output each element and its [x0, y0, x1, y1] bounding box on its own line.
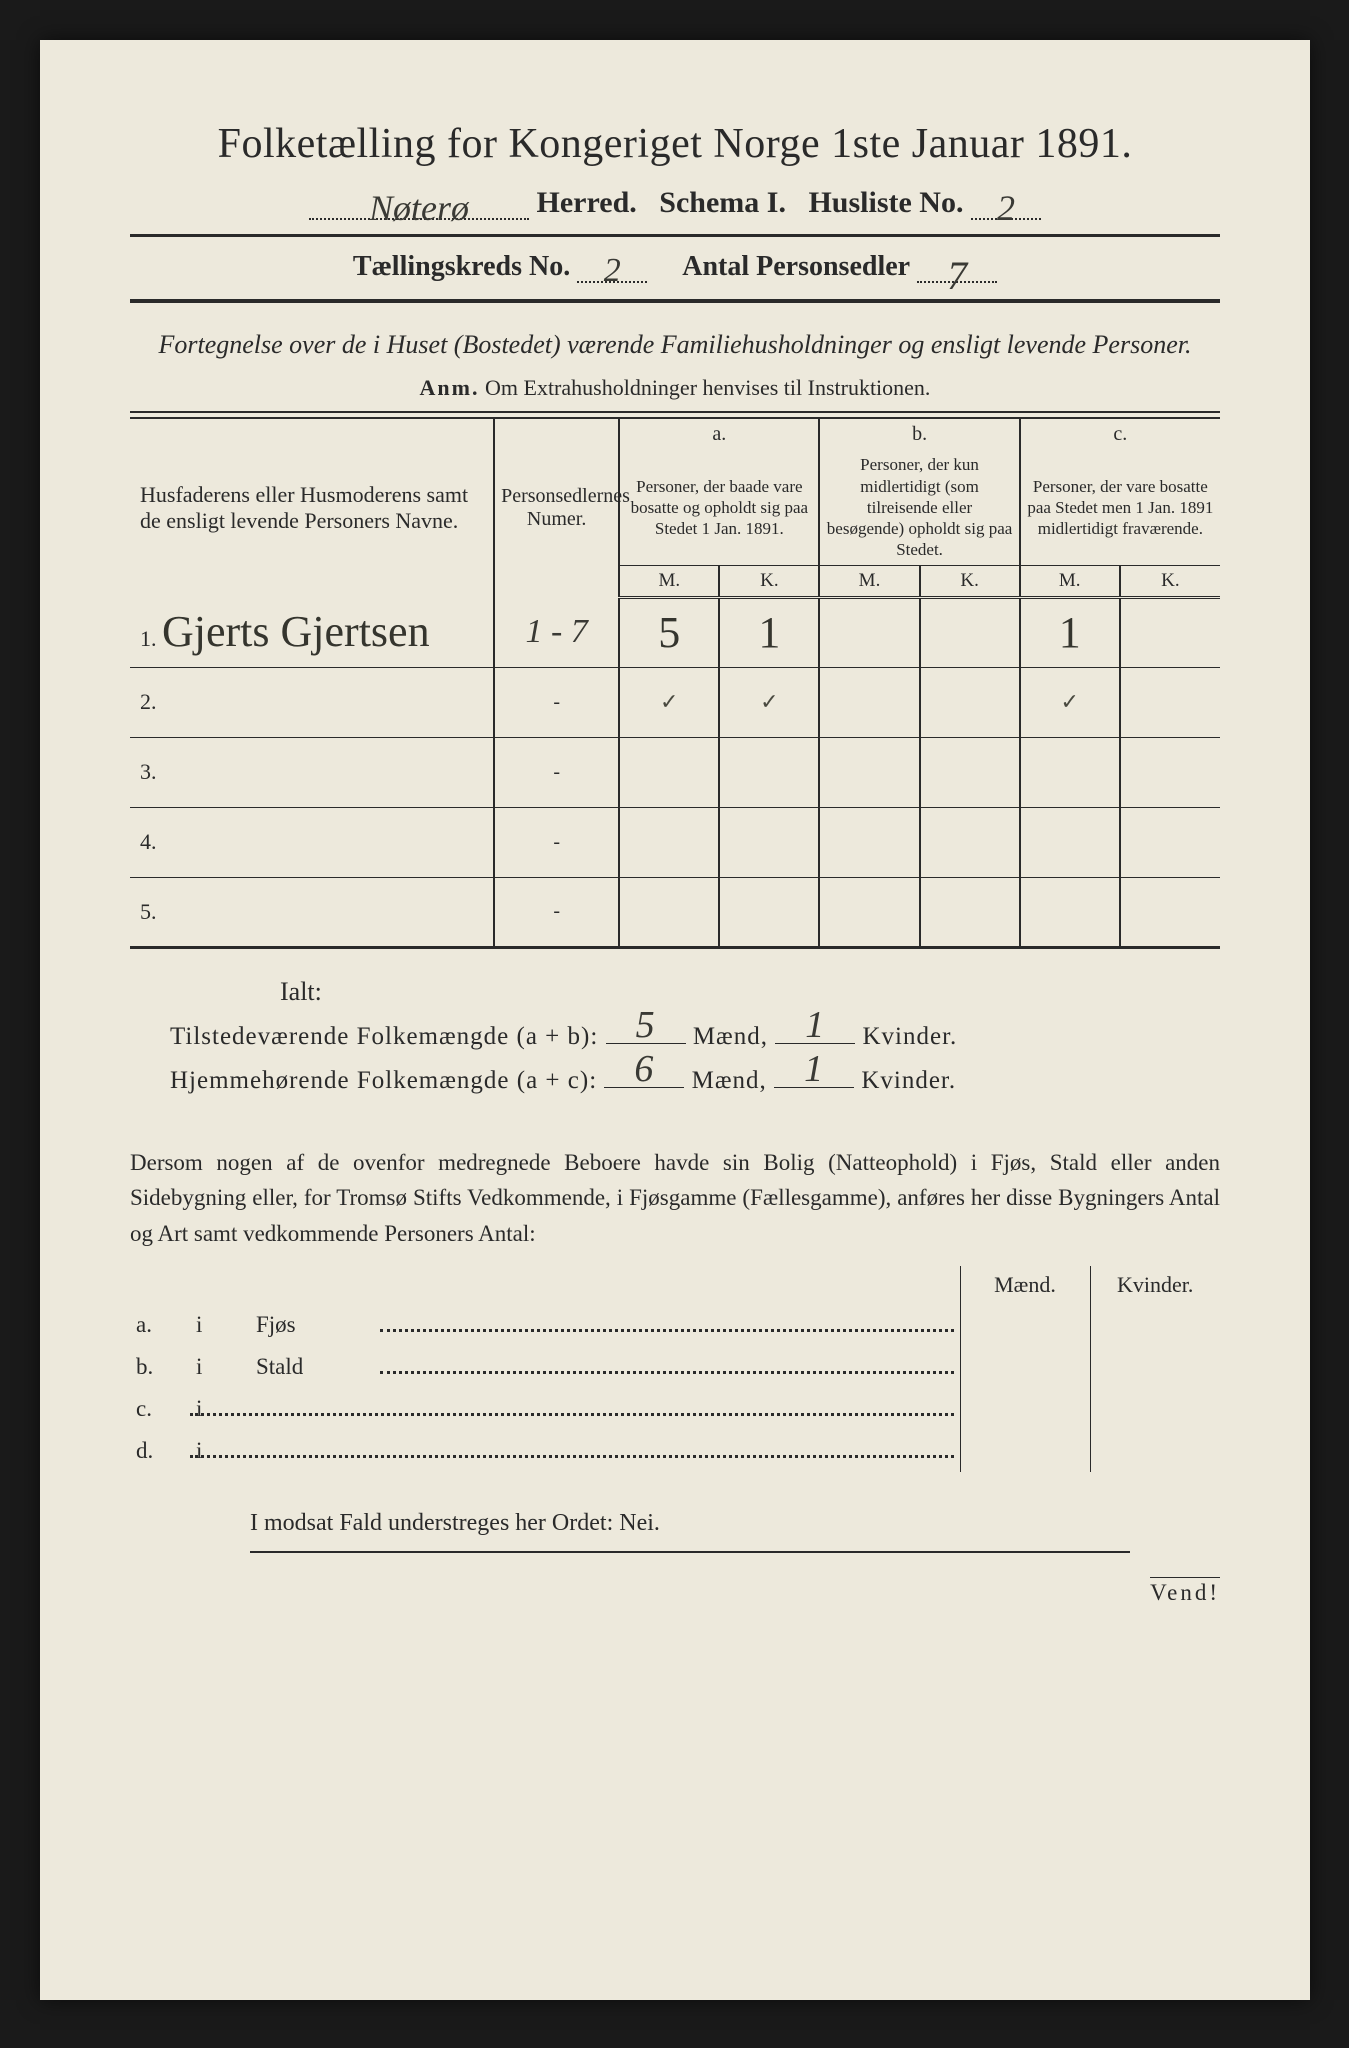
row-num: 3. — [140, 759, 157, 784]
header-line-2: Nøterø Herred. Schema I. Husliste No. 2 — [130, 186, 1220, 237]
hdr-b: Personer, der kun midlertidigt (som tilr… — [819, 450, 1019, 565]
husliste-value: 2 — [997, 187, 1015, 229]
hdr-name: Husfaderens eller Husmoderens samt de en… — [130, 418, 494, 597]
schema-label: Schema I. — [659, 186, 786, 219]
hdr-b-k: K. — [920, 565, 1020, 597]
sum1-k: 1 — [775, 1003, 855, 1047]
hdr-a-m: M. — [619, 565, 719, 597]
kreds-label: Tællingskreds No. — [353, 251, 570, 282]
sum1-label: Tilstedeværende Folkemængde (a + b): — [170, 1023, 598, 1050]
subtitle: Fortegnelse over de i Huset (Bostedet) v… — [130, 327, 1220, 363]
hdr-ps: Personsedlernes Numer. — [494, 418, 619, 597]
byg-i: i — [190, 1304, 250, 1346]
byg-row: d. i — [130, 1430, 1220, 1472]
hdr-c: Personer, der vare bosatte paa Stedet me… — [1020, 450, 1220, 565]
hdr-b-m: M. — [819, 565, 919, 597]
table-row: 5. - — [130, 877, 1220, 947]
hdr-b-lbl: b. — [819, 418, 1019, 450]
byg-type: Fjøs — [250, 1304, 380, 1346]
kvinder-label: Kvinder. — [861, 1067, 956, 1094]
byg-row: b. i Stald — [130, 1346, 1220, 1388]
row-ps: - — [494, 667, 619, 737]
cell-cm: ✓ — [1061, 689, 1079, 714]
kreds-value: 2 — [604, 252, 621, 290]
main-table: Husfaderens eller Husmoderens samt de en… — [130, 417, 1220, 948]
row-num: 1. — [140, 626, 157, 651]
row-num: 4. — [140, 829, 157, 854]
herred-value: Nøterø — [369, 187, 469, 229]
page-title: Folketælling for Kongeriget Norge 1ste J… — [130, 120, 1220, 168]
sum1-m: 5 — [606, 1003, 686, 1047]
cell-am: ✓ — [660, 689, 678, 714]
husliste-label: Husliste No. — [808, 186, 963, 219]
antal-label: Antal Personsedler — [682, 251, 910, 282]
byg-a: d. — [130, 1430, 190, 1472]
row-ps: 1 - 7 — [525, 613, 587, 651]
cell-bk — [920, 667, 1020, 737]
anm-line: Anm. Om Extrahusholdninger henvises til … — [130, 375, 1220, 413]
bygning-table: Mænd. Kvinder. a. i Fjøs b. i Stald c. i… — [130, 1266, 1220, 1472]
anm-text: Om Extrahusholdninger henvises til Instr… — [485, 375, 930, 400]
header-line-3: Tællingskreds No. 2 Antal Personsedler 7 — [130, 251, 1220, 303]
maend-label: Mænd, — [693, 1023, 768, 1050]
sum-line-1: Tilstedeværende Folkemængde (a + b): 5 M… — [170, 1023, 1220, 1051]
byg-a: c. — [130, 1388, 190, 1430]
vend-label: Vend! — [1150, 1577, 1220, 1606]
nei-line: I modsat Fald understreges her Ordet: Ne… — [250, 1510, 1130, 1553]
sum-line-2: Hjemmehørende Folkemængde (a + c): 6 Mæn… — [170, 1067, 1220, 1095]
sum2-m: 6 — [604, 1047, 684, 1091]
census-form-page: Folketælling for Kongeriget Norge 1ste J… — [40, 40, 1310, 2000]
byg-i: i — [196, 1438, 202, 1463]
cell-ak: ✓ — [760, 689, 778, 714]
cell-am: 5 — [658, 608, 680, 657]
hdr-a-k: K. — [719, 565, 819, 597]
sum2-label: Hjemmehørende Folkemængde (a + c): — [170, 1067, 597, 1094]
ialt-label: Ialt: — [280, 977, 1220, 1007]
byg-row: a. i Fjøs — [130, 1304, 1220, 1346]
row-num: 2. — [140, 689, 157, 714]
table-row: 4. - — [130, 807, 1220, 877]
row-name: Gjerts Gjertsen — [162, 607, 430, 656]
hdr-c-m: M. — [1020, 565, 1120, 597]
byg-type: Stald — [250, 1346, 380, 1388]
row-ps: - — [494, 807, 619, 877]
cell-ck — [1120, 667, 1220, 737]
byg-i: i — [196, 1396, 202, 1421]
byg-hdr-m: Mænd. — [960, 1266, 1090, 1304]
maend-label: Mænd, — [692, 1067, 767, 1094]
row-ps: - — [494, 877, 619, 947]
byg-a: b. — [130, 1346, 190, 1388]
table-row: 1. Gjerts Gjertsen 1 - 7 5 1 1 — [130, 597, 1220, 667]
herred-label: Herred. — [537, 186, 637, 219]
hdr-c-k: K. — [1120, 565, 1220, 597]
row-ps: - — [494, 737, 619, 807]
hdr-a: Personer, der baade vare bosatte og opho… — [619, 450, 819, 565]
table-row: 2. - ✓ ✓ ✓ — [130, 667, 1220, 737]
byg-i: i — [190, 1346, 250, 1388]
row-num: 5. — [140, 899, 157, 924]
antal-value: 7 — [947, 252, 967, 299]
hdr-c-lbl: c. — [1020, 418, 1220, 450]
kvinder-label: Kvinder. — [862, 1023, 957, 1050]
anm-bold: Anm. — [420, 375, 480, 400]
byg-hdr-k: Kvinder. — [1090, 1266, 1220, 1304]
dersom-paragraph: Dersom nogen af de ovenfor medregnede Be… — [130, 1145, 1220, 1252]
cell-cm: 1 — [1059, 608, 1081, 657]
table-row: 3. - — [130, 737, 1220, 807]
sum2-k: 1 — [774, 1047, 854, 1091]
cell-bm — [819, 667, 919, 737]
cell-ak: 1 — [758, 608, 780, 657]
byg-a: a. — [130, 1304, 190, 1346]
byg-row: c. i — [130, 1388, 1220, 1430]
hdr-a-lbl: a. — [619, 418, 819, 450]
